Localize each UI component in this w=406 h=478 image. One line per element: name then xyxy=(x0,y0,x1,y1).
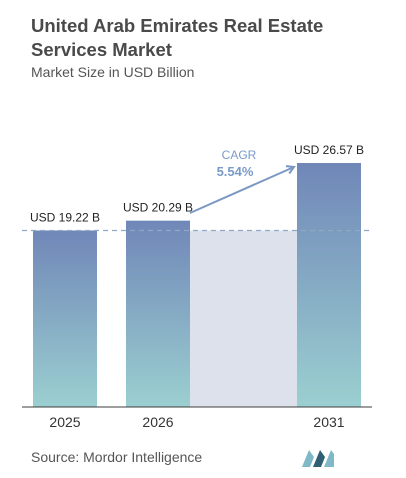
source-note: Source: Mordor Intelligence xyxy=(31,449,203,465)
category-label-2025: 2025 xyxy=(49,414,80,430)
cagr-value: 5.54% xyxy=(217,164,254,179)
chart-subtitle: Market Size in USD Billion xyxy=(31,64,195,80)
value-label-2031: USD 26.57 B xyxy=(294,143,364,157)
bar-chart: USD 19.22 B 2025 USD 20.29 B 2026 USD 26.57 … xyxy=(22,143,372,430)
comparison-band xyxy=(190,230,297,407)
bar-2026 xyxy=(126,220,190,407)
cagr-arrow xyxy=(189,167,294,214)
chart-title: United Arab Emirates Real Estate Service… xyxy=(31,15,324,60)
category-label-2026: 2026 xyxy=(142,414,173,430)
category-label-2031: 2031 xyxy=(313,414,344,430)
bar-2025 xyxy=(33,230,97,407)
value-label-2026: USD 20.29 B xyxy=(123,201,193,215)
value-label-2025: USD 19.22 B xyxy=(30,210,100,224)
cagr-label: CAGR xyxy=(222,148,257,162)
mordor-intelligence-logo xyxy=(302,450,334,467)
bar-2031 xyxy=(297,163,361,407)
